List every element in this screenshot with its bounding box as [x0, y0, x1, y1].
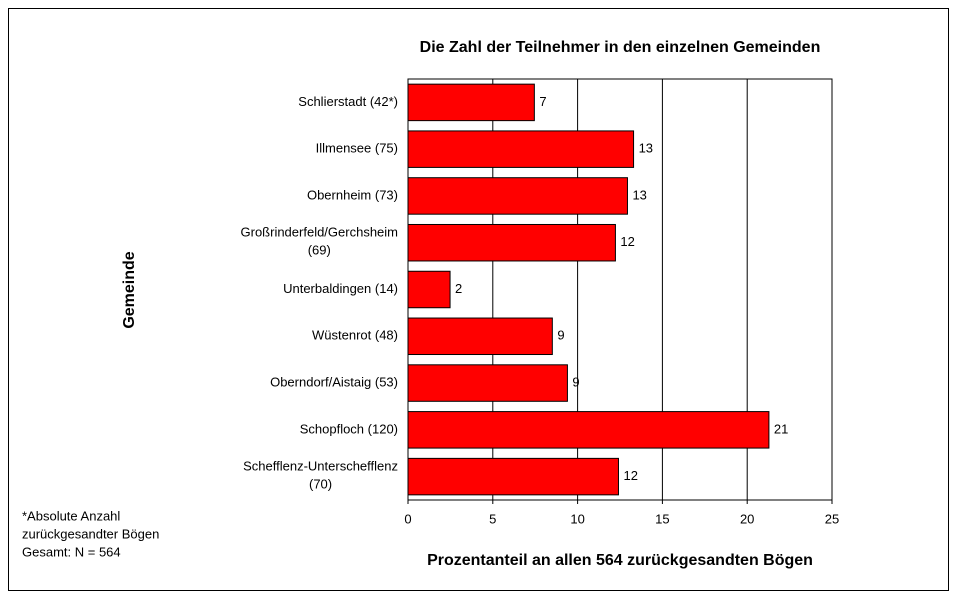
y-axis-title: Gemeinde: [121, 251, 138, 328]
y-tick-label: Schopfloch (120): [300, 421, 398, 436]
value-label: 7: [539, 94, 546, 109]
chart-title: Die Zahl der Teilnehmer in den einzelnen…: [420, 39, 821, 56]
x-tick-label: 0: [404, 511, 411, 526]
x-tick-label: 5: [489, 511, 496, 526]
value-label: 9: [557, 328, 564, 343]
footnote: zurückgesandter Bögen: [22, 526, 159, 541]
y-tick-label: Wüstenrot (48): [312, 328, 398, 343]
value-label: 12: [620, 234, 634, 249]
value-label: 21: [774, 421, 788, 436]
bar: [407, 411, 770, 449]
bar: [407, 130, 635, 168]
y-tick-label: Unterbaldingen (14): [283, 281, 398, 296]
frame: [8, 8, 949, 591]
value-label: 13: [639, 141, 653, 156]
footnote: *Absolute Anzahl: [22, 508, 120, 523]
x-tick-label: 25: [825, 511, 839, 526]
x-tick-label: 15: [655, 511, 669, 526]
bar: [407, 83, 535, 122]
bar: [407, 177, 628, 215]
bar: [407, 270, 451, 309]
y-tick-label: Schefflenz-Unterschefflenz (70): [243, 459, 398, 492]
y-tick-label: Schlierstadt (42*): [298, 94, 398, 109]
y-tick-label: Illmensee (75): [316, 141, 398, 156]
y-tick-label: Oberndorf/Aistaig (53): [270, 374, 398, 389]
x-axis-title: Prozentanteil an allen 564 zurückgesandt…: [427, 552, 813, 569]
value-label: 2: [455, 281, 462, 296]
y-tick-label: Obernheim (73): [307, 187, 398, 202]
bar: [407, 223, 616, 262]
bar: [407, 457, 619, 496]
footnote: Gesamt: N = 564: [22, 544, 121, 559]
bar: [407, 364, 568, 402]
value-label: 12: [623, 468, 637, 483]
value-label: 13: [632, 187, 646, 202]
bar: [407, 317, 553, 356]
x-tick-label: 20: [740, 511, 754, 526]
value-label: 9: [572, 374, 579, 389]
y-tick-label: Großrinderfeld/Gerchsheim (69): [241, 225, 399, 258]
x-tick-label: 10: [570, 511, 584, 526]
